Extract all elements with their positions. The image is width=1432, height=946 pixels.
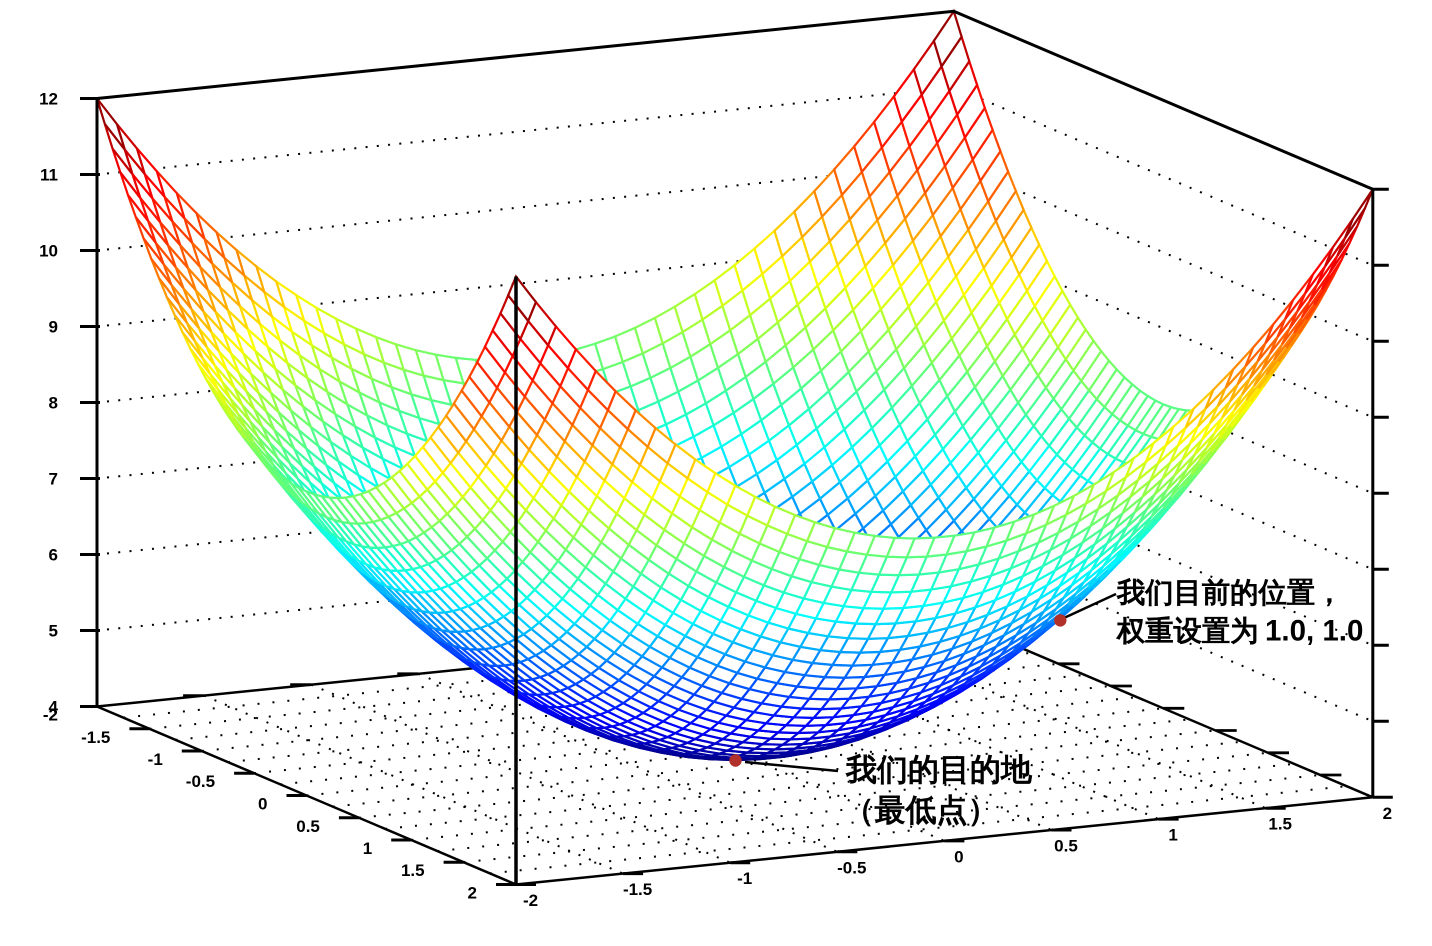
svg-text:1: 1 <box>363 839 372 858</box>
svg-text:11: 11 <box>40 166 58 185</box>
svg-text:12: 12 <box>39 90 58 109</box>
svg-text:-2: -2 <box>523 891 538 910</box>
svg-text:2: 2 <box>1383 804 1392 823</box>
svg-text:8: 8 <box>49 394 58 413</box>
svg-text:-1.5: -1.5 <box>81 728 110 747</box>
svg-text:2: 2 <box>468 884 477 903</box>
svg-text:1.5: 1.5 <box>1268 815 1292 834</box>
svg-text:0.5: 0.5 <box>296 817 320 836</box>
svg-text:10: 10 <box>39 242 58 261</box>
svg-text:-1: -1 <box>148 750 163 769</box>
svg-text:-2: -2 <box>43 706 58 725</box>
svg-text:1.0, 1.0: 1.0, 1.0 <box>1265 614 1363 647</box>
svg-text:9: 9 <box>49 318 58 337</box>
svg-text:7: 7 <box>49 470 58 489</box>
svg-text:-0.5: -0.5 <box>186 772 215 791</box>
svg-text:-1: -1 <box>737 869 752 888</box>
svg-text:0: 0 <box>954 847 963 866</box>
svg-text:1.5: 1.5 <box>401 861 425 880</box>
svg-text:1: 1 <box>1168 826 1177 845</box>
svg-text:5: 5 <box>49 622 58 641</box>
svg-text:-0.5: -0.5 <box>837 858 866 877</box>
svg-text:0: 0 <box>258 795 267 814</box>
svg-text:4: 4 <box>49 698 59 717</box>
svg-text:0.5: 0.5 <box>1054 837 1078 856</box>
svg-text:6: 6 <box>49 546 58 565</box>
svg-text:-1.5: -1.5 <box>623 880 652 899</box>
